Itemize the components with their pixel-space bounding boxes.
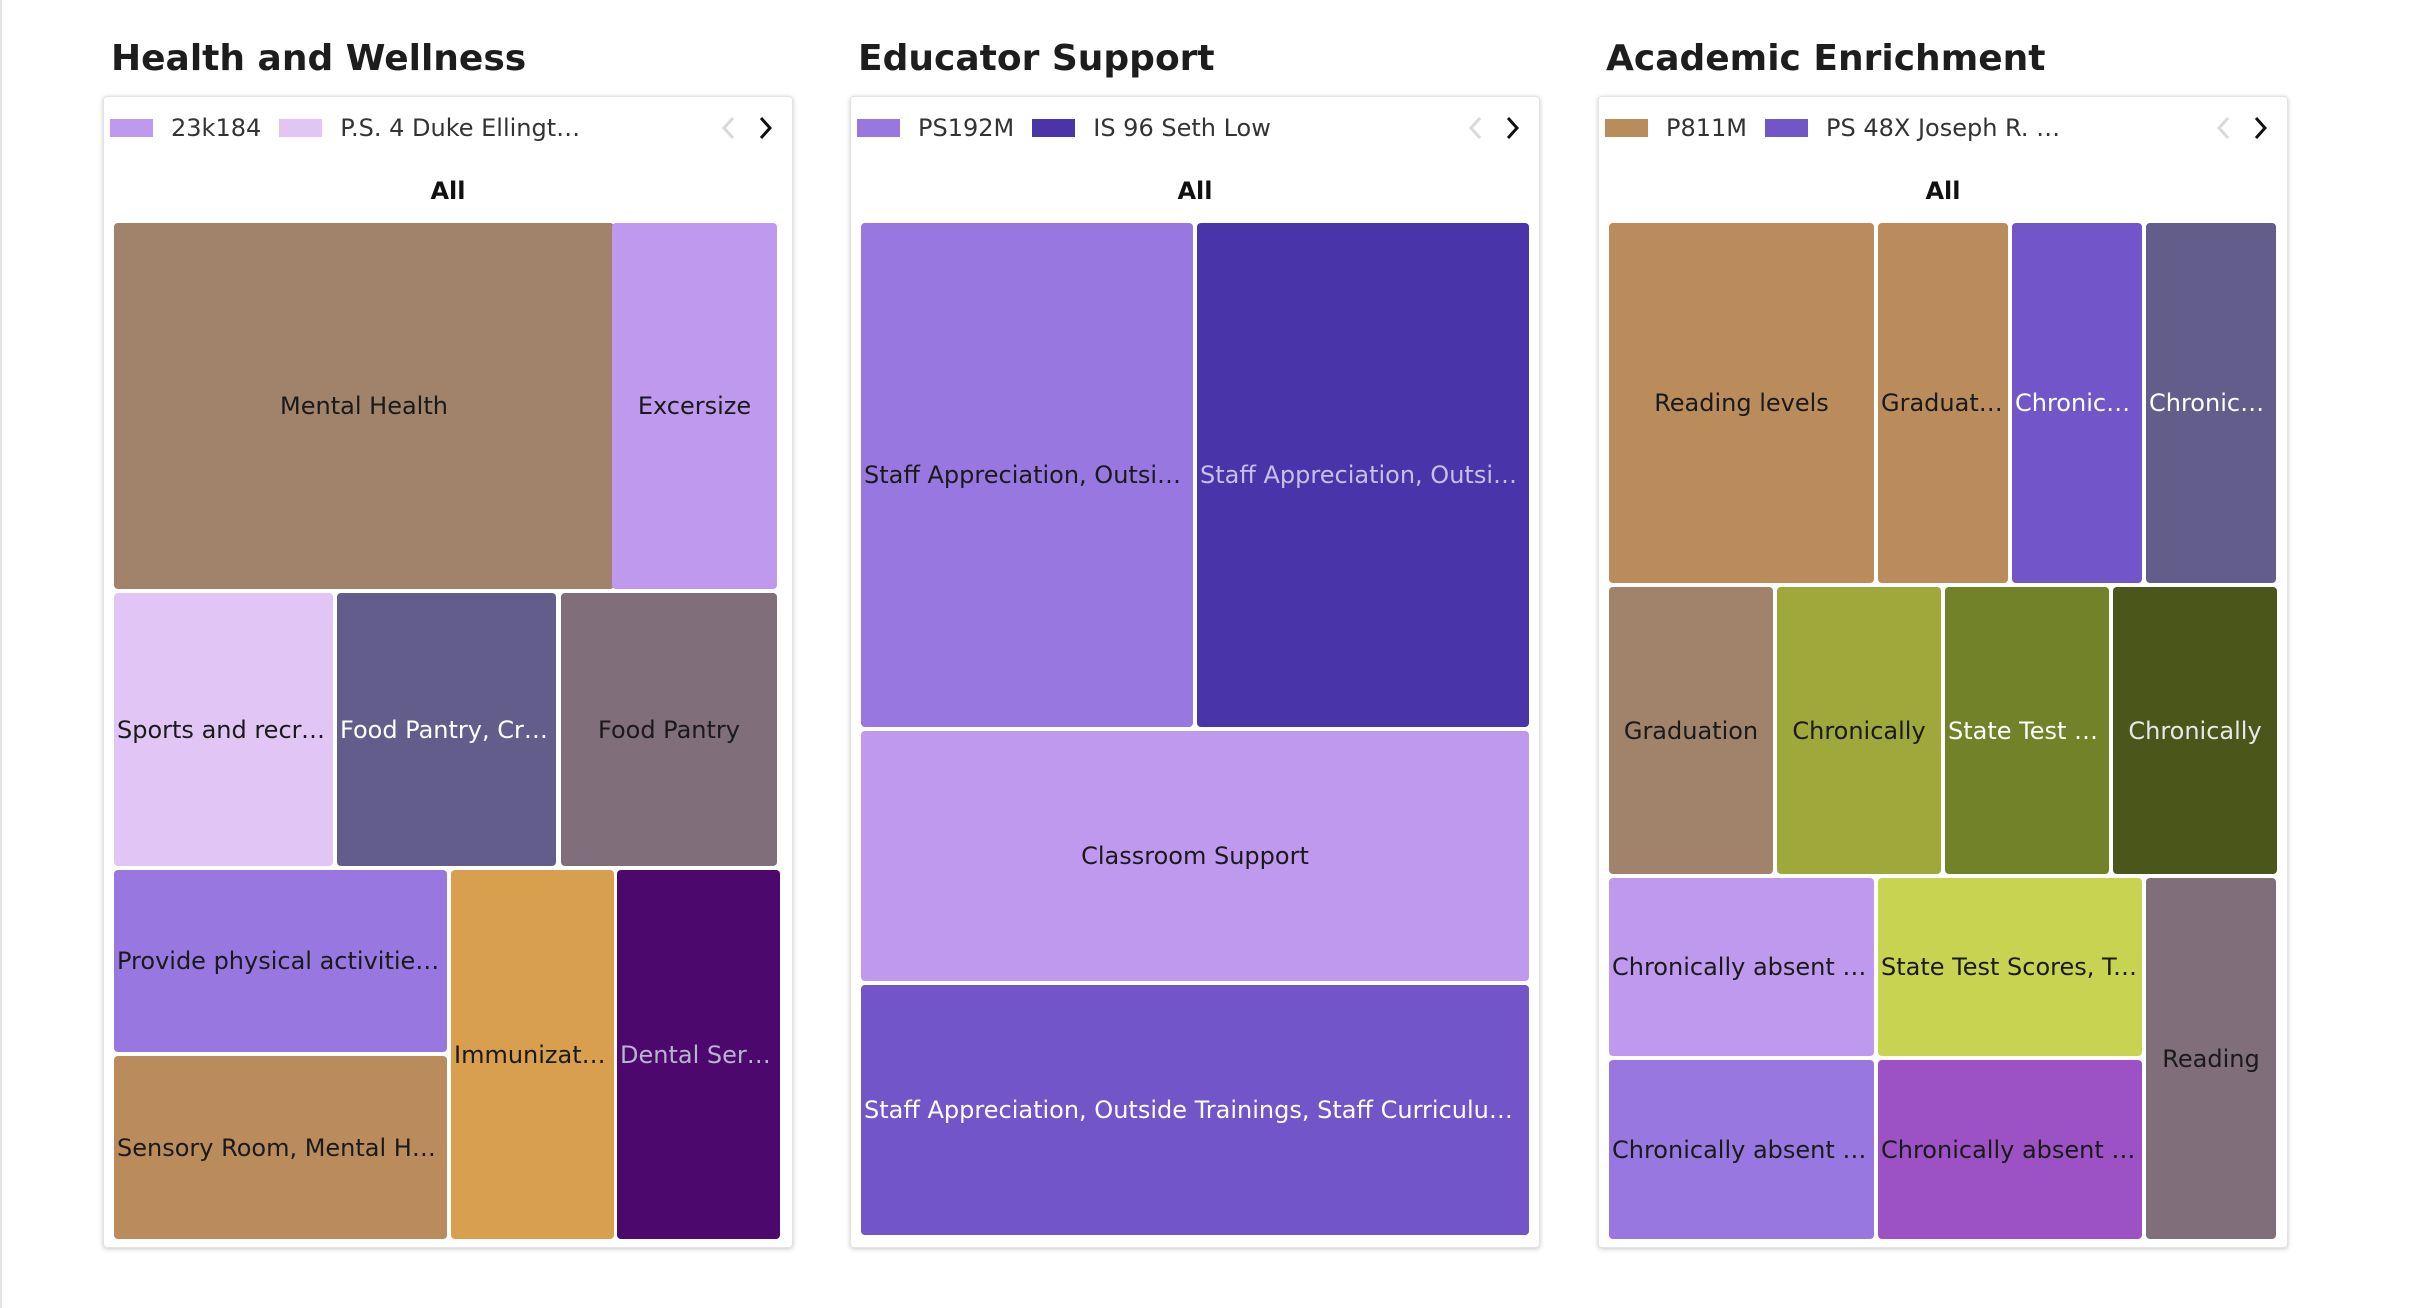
treemap-tile-label: Excersize [637, 392, 752, 420]
treemap-tile-label: Reading levels [1654, 389, 1829, 417]
treemap-tile[interactable]: Chronically [2113, 587, 2277, 874]
legend-prev-button[interactable] [2209, 111, 2239, 145]
legend-item[interactable]: P.S. 4 Duke Ellington [279, 114, 580, 142]
treemap-tile[interactable]: Chronically [1777, 587, 1941, 874]
legend-item[interactable]: PS192M [857, 114, 1014, 142]
legend-swatch [857, 119, 900, 137]
treemap-tile[interactable]: Chronically [2146, 223, 2276, 583]
treemap-tile-label: Mental Health [280, 392, 448, 420]
treemap-tile-label: Classroom Support [1081, 842, 1309, 870]
chevron-left-icon [1468, 116, 1482, 140]
treemap-card: 23k184 P.S. 4 Duke Ellington All Mental … [103, 96, 793, 1248]
treemap-tile-label: Sensory Room, Mental Health [117, 1133, 447, 1162]
treemap-tile[interactable]: Classroom Support [861, 731, 1529, 981]
legend-item[interactable]: PS 48X Joseph R. Drake [1765, 114, 2061, 142]
treemap-tile[interactable]: Staff Appreciation, Outside Trainings [861, 223, 1193, 727]
treemap-tiles: Reading levels Graduation Chronically Chron… [1599, 97, 2287, 1247]
treemap-tile[interactable]: Chronically [2012, 223, 2142, 583]
treemap-tile-label: State Test Scores [1948, 716, 2109, 745]
treemap-tile-label: Chronically absent students [1612, 953, 1874, 981]
treemap-tile-label: Staff Appreciation, Outside Trainings [864, 461, 1193, 489]
legend-swatch [1032, 119, 1076, 137]
treemap-tile[interactable]: Chronically absent students [1609, 1060, 1874, 1239]
legend-prev-button[interactable] [714, 111, 744, 145]
treemap-tile-label: Graduation [1623, 716, 1759, 745]
treemap-tile[interactable]: Graduation [1878, 223, 2008, 583]
legend-item[interactable]: IS 96 Seth Low [1032, 114, 1271, 142]
treemap-tile[interactable]: Food Pantry [561, 593, 777, 866]
panel-title: Health and Wellness [111, 38, 527, 79]
legend: PS192M IS 96 Seth Low [857, 111, 1289, 145]
treemap-tile[interactable]: Reading levels [1609, 223, 1874, 583]
treemap-tile-label: Chronically [1792, 716, 1926, 745]
treemap-tile-label: Food Pantry, Crisis [340, 715, 556, 744]
treemap-tile[interactable]: Reading [2146, 878, 2276, 1239]
treemap-tile-label: Chronically [2015, 389, 2142, 417]
panel-title: Academic Enrichment [1606, 38, 2046, 79]
treemap-tile-label: Graduation [1881, 389, 2008, 417]
treemap-tile[interactable]: State Test Scores, Tutoring [1878, 878, 2142, 1056]
legend-swatch [110, 119, 153, 137]
chevron-right-icon [2254, 116, 2268, 140]
treemap-panel-health-and-wellness: Health and Wellness 23k184 P.S. 4 Duke E… [103, 0, 811, 1260]
treemap-tile-label: Immunizations [454, 1040, 614, 1069]
legend-item[interactable]: P811M [1605, 114, 1747, 142]
treemap-tile[interactable]: Excersize [612, 223, 777, 589]
legend-item[interactable]: 23k184 [110, 114, 261, 142]
treemap-tiles: Mental Health Excersize Sports and recreat… [104, 97, 792, 1247]
treemap-root-label[interactable]: All [1177, 177, 1213, 205]
treemap-card: P811M PS 48X Joseph R. Drake All Reading… [1598, 96, 2288, 1248]
treemap-tile[interactable]: Staff Appreciation, Outside Trainings [1197, 223, 1529, 727]
panel-title: Educator Support [858, 38, 1215, 79]
treemap-tile-label: State Test Scores, Tutoring [1881, 953, 2142, 981]
treemap-tile[interactable]: Mental Health [114, 223, 614, 589]
treemap-tile-label: Chronically [2149, 389, 2276, 417]
legend: P811M PS 48X Joseph R. Drake [1605, 111, 2079, 145]
treemap-tile-label: Chronically [2128, 716, 2262, 745]
legend-next-button[interactable] [2245, 111, 2275, 145]
treemap-tile-label: Dental Services [620, 1040, 780, 1069]
treemap-tile[interactable]: Provide physical activities such [114, 870, 447, 1052]
treemap-tile-label: Staff Appreciation, Outside Trainings, S… [864, 1096, 1529, 1124]
treemap-panel-academic-enrichment: Academic Enrichment P811M PS 48X Joseph … [1598, 0, 2306, 1260]
page-left-edge [0, 0, 2, 1308]
legend-swatch [1605, 119, 1648, 137]
treemap-tile[interactable]: Dental Services [617, 870, 780, 1239]
treemap-tile-label: Provide physical activities such [117, 947, 447, 975]
treemap-tile-label: Sports and recreation [117, 715, 333, 744]
treemap-tile[interactable]: Food Pantry, Crisis [337, 593, 556, 866]
treemap-tiles: Staff Appreciation, Outside TrainingsSta… [851, 97, 1539, 1247]
legend-swatch [279, 119, 323, 137]
treemap-tile[interactable]: Sensory Room, Mental Health [114, 1056, 447, 1239]
treemap-tile[interactable]: Graduation [1609, 587, 1773, 874]
treemap-tile[interactable]: Immunizations [451, 870, 614, 1239]
treemap-root-label[interactable]: All [1925, 177, 1961, 205]
chevron-right-icon [759, 116, 773, 140]
treemap-tile-label: Staff Appreciation, Outside Trainings [1200, 461, 1529, 489]
chevron-left-icon [721, 116, 735, 140]
treemap-tile-label: Food Pantry [598, 715, 740, 744]
treemap-tile[interactable]: State Test Scores [1945, 587, 2109, 874]
treemap-root-label[interactable]: All [430, 177, 466, 205]
treemap-tile[interactable]: Sports and recreation [114, 593, 333, 866]
chevron-right-icon [1506, 116, 1520, 140]
treemap-tile-label: Chronically absent students [1612, 1135, 1874, 1164]
treemap-tile[interactable]: Chronically absent students [1878, 1060, 2142, 1239]
treemap-tile-label: Chronically absent students [1881, 1135, 2142, 1164]
treemap-card: PS192M IS 96 Seth Low All Staff Apprecia… [850, 96, 1540, 1248]
legend-next-button[interactable] [750, 111, 780, 145]
treemap-tile[interactable]: Staff Appreciation, Outside Trainings, S… [861, 985, 1529, 1235]
legend-swatch [1765, 119, 1808, 137]
treemap-tile[interactable]: Chronically absent students [1609, 878, 1874, 1056]
chevron-left-icon [2216, 116, 2230, 140]
treemap-tile-label: Reading [2162, 1044, 2260, 1073]
legend-next-button[interactable] [1497, 111, 1527, 145]
treemap-panel-educator-support: Educator Support PS192M IS 96 Seth Low A… [850, 0, 1558, 1260]
legend: 23k184 P.S. 4 Duke Ellington [110, 111, 598, 145]
legend-prev-button[interactable] [1461, 111, 1491, 145]
